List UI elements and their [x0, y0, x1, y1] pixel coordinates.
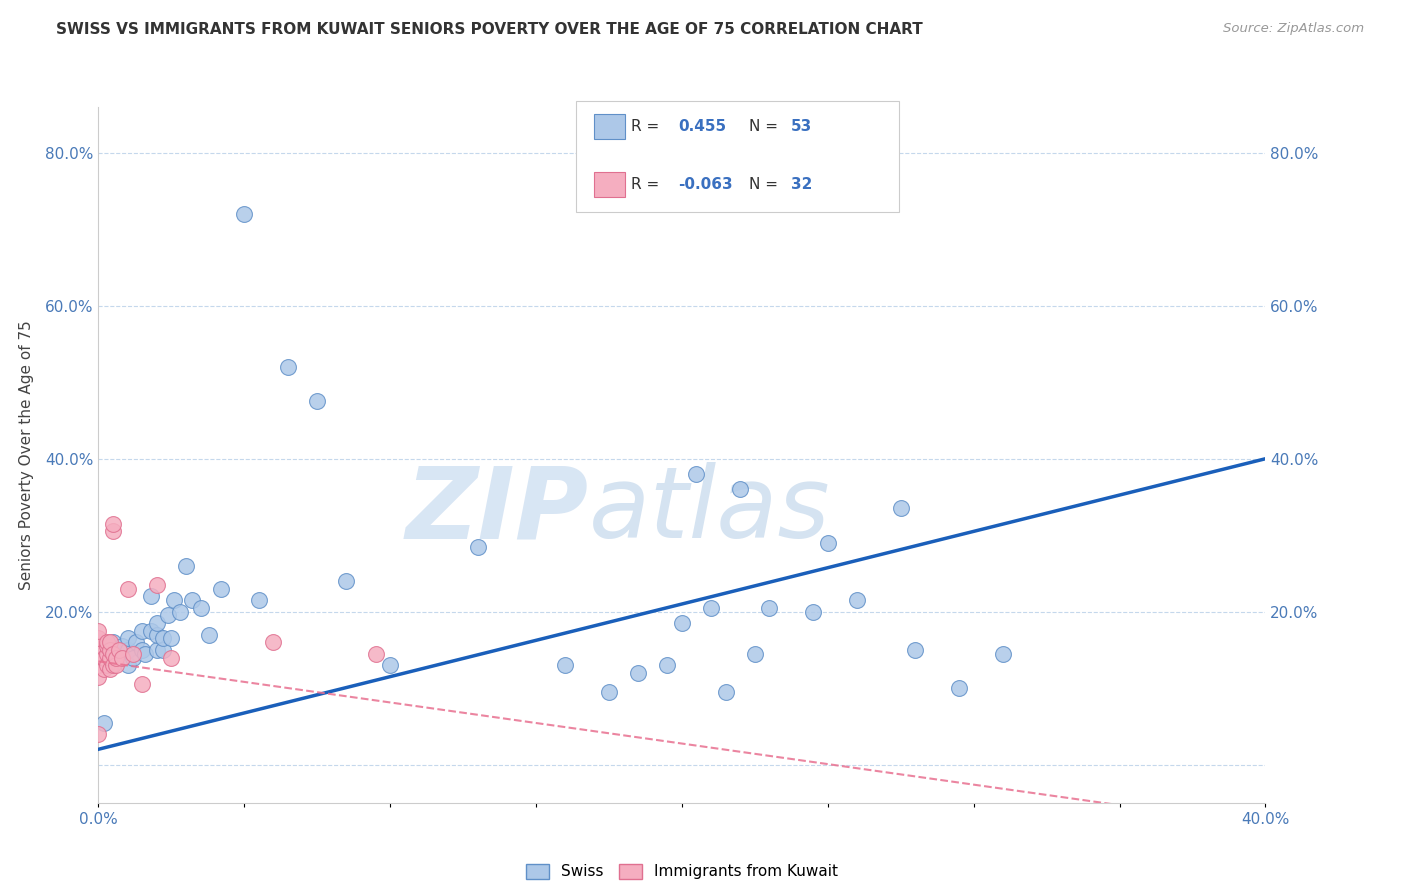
Point [101, 635, 124, 649]
Point [700, 600, 723, 615]
Text: N =: N = [748, 120, 778, 135]
Point [87, 658, 110, 673]
Point [598, 685, 620, 699]
Point [160, 650, 183, 665]
Point [890, 501, 912, 516]
Point [125, 635, 148, 649]
Point [714, 685, 737, 699]
Y-axis label: Seniors Poverty Over the Age of 75: Seniors Poverty Over the Age of 75 [18, 320, 34, 590]
Point [801, 605, 824, 619]
Point [117, 582, 139, 596]
Point [101, 647, 124, 661]
Point [152, 643, 174, 657]
Point [163, 593, 186, 607]
Text: 32: 32 [790, 178, 813, 193]
Point [139, 624, 162, 638]
Text: R =: R = [630, 178, 659, 193]
Text: ZIP: ZIP [405, 462, 589, 559]
Point [378, 658, 402, 673]
Point [657, 658, 679, 673]
Point [122, 647, 145, 661]
Point [307, 394, 329, 409]
Text: 0.455: 0.455 [678, 120, 727, 135]
Point [122, 650, 145, 665]
Point [152, 632, 174, 646]
Point [101, 658, 124, 673]
Point [146, 578, 169, 592]
Point [817, 536, 839, 550]
Text: 53: 53 [790, 120, 813, 135]
Point [93, 715, 115, 730]
Point [108, 643, 131, 657]
Point [160, 632, 183, 646]
Point [904, 643, 927, 657]
Point [991, 647, 1014, 661]
Point [948, 681, 970, 695]
Point [277, 359, 299, 374]
Point [117, 643, 139, 657]
Point [554, 658, 576, 673]
Point [117, 658, 139, 673]
Point [627, 665, 650, 680]
Point [104, 658, 127, 673]
Point [87, 639, 110, 653]
Point [87, 727, 110, 741]
Text: SWISS VS IMMIGRANTS FROM KUWAIT SENIORS POVERTY OVER THE AGE OF 75 CORRELATION C: SWISS VS IMMIGRANTS FROM KUWAIT SENIORS … [56, 22, 922, 37]
Point [139, 590, 162, 604]
Text: R =: R = [630, 120, 659, 135]
Point [728, 483, 751, 497]
Point [87, 624, 110, 638]
Point [131, 677, 153, 691]
Point [364, 647, 387, 661]
Point [685, 467, 707, 481]
Point [111, 650, 134, 665]
Point [467, 540, 489, 554]
Point [101, 647, 124, 661]
Legend: Swiss, Immigrants from Kuwait: Swiss, Immigrants from Kuwait [520, 857, 844, 886]
Text: N =: N = [748, 178, 778, 193]
Point [96, 635, 118, 649]
Point [104, 650, 127, 665]
Point [98, 650, 121, 665]
Point [262, 635, 284, 649]
Point [335, 574, 357, 588]
Point [87, 647, 110, 661]
Point [758, 600, 780, 615]
Point [93, 662, 115, 676]
Point [146, 627, 169, 641]
Text: Source: ZipAtlas.com: Source: ZipAtlas.com [1223, 22, 1364, 36]
Point [146, 616, 169, 631]
Point [101, 516, 124, 531]
Point [87, 632, 110, 646]
Text: atlas: atlas [589, 462, 830, 559]
Point [98, 662, 121, 676]
Point [96, 658, 118, 673]
Point [146, 643, 169, 657]
Point [98, 643, 121, 657]
Point [134, 647, 156, 661]
Point [198, 627, 221, 641]
Point [96, 639, 118, 653]
Point [98, 635, 121, 649]
Point [117, 632, 139, 646]
Point [247, 593, 270, 607]
Point [190, 600, 212, 615]
Point [111, 639, 134, 653]
Point [180, 593, 202, 607]
Point [131, 624, 153, 638]
Point [169, 605, 191, 619]
Point [87, 670, 110, 684]
Point [93, 650, 115, 665]
Point [96, 647, 118, 661]
Point [744, 647, 766, 661]
Point [845, 593, 868, 607]
Point [671, 616, 693, 631]
Point [174, 558, 197, 573]
Point [233, 207, 256, 221]
Text: -0.063: -0.063 [678, 178, 733, 193]
Point [131, 643, 153, 657]
Point [209, 582, 232, 596]
Point [101, 524, 124, 539]
Point [157, 608, 180, 623]
